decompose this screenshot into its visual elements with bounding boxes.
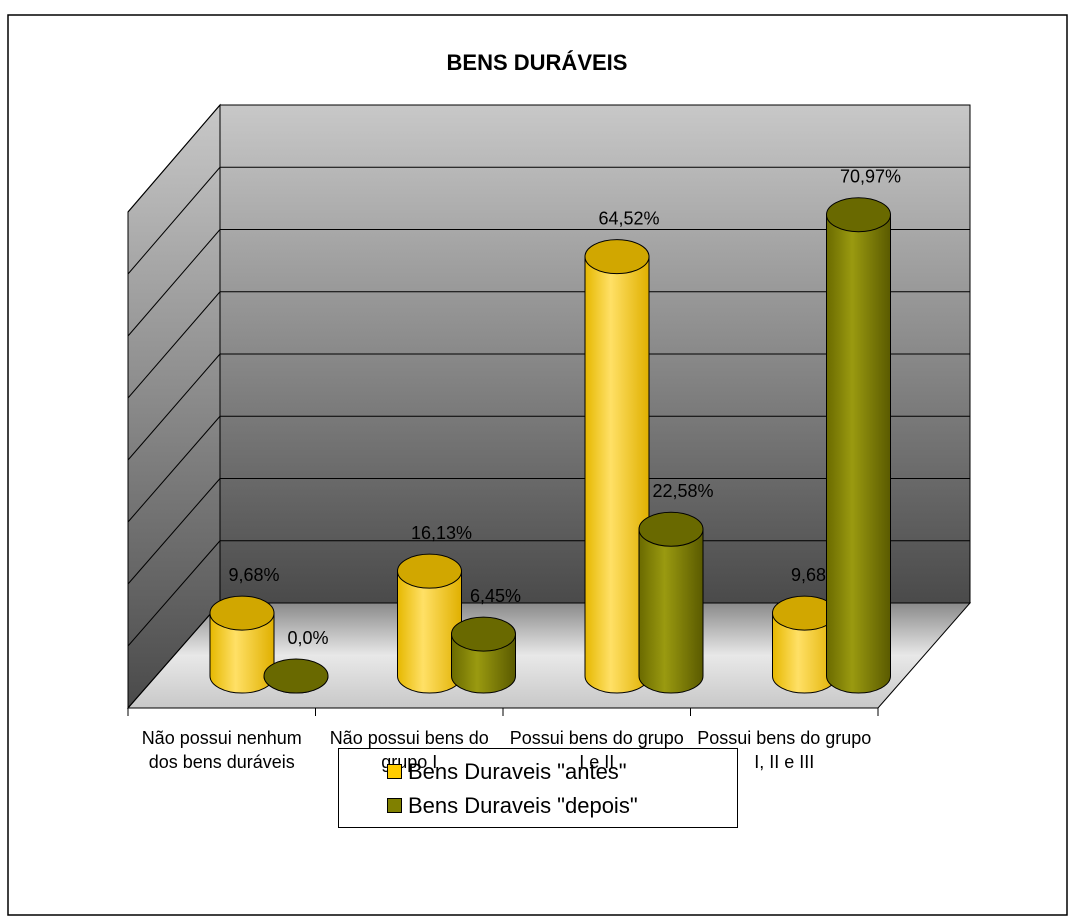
grid-line-side [127, 540, 221, 647]
bar-top [397, 553, 462, 589]
legend-swatch [387, 764, 402, 779]
grid-line-side [127, 229, 221, 337]
chart-title: BENS DURÁVEIS [447, 50, 628, 75]
bar-top [263, 658, 329, 694]
legend-swatch [387, 798, 402, 813]
legend-item: Bens Duraveis "depois" [387, 789, 737, 823]
value-label: 70,97% [840, 167, 901, 187]
bar-top [209, 595, 275, 631]
grid-line-side [127, 602, 221, 709]
grid-line-side [127, 104, 221, 213]
grid-line-side [127, 353, 221, 461]
grid-line-side [127, 291, 221, 399]
x-tick-label: Não possui nenhum dos bens duráveis [141, 728, 302, 772]
frame [7, 14, 1068, 916]
legend-item: Bens Duraveis "antes" [387, 755, 737, 789]
bar-top [584, 239, 650, 275]
legend-label: Bens Duraveis "antes" [408, 759, 627, 784]
bar-top [638, 511, 704, 547]
bar [638, 528, 704, 694]
value-label: 0,0% [287, 628, 328, 648]
bar [826, 214, 891, 694]
value-label: 6,45% [470, 586, 521, 606]
value-label: 22,58% [652, 481, 713, 501]
bar-top [826, 197, 891, 233]
value-label: 16,13% [411, 523, 472, 543]
bar-top [451, 616, 516, 652]
grid-line-side [127, 478, 221, 585]
legend: Bens Duraveis "antes" Bens Duraveis "depo… [338, 748, 738, 828]
x-tick-label: Possui bens do grupo I, II e III [697, 728, 872, 772]
x-tick-label: Possui bens do grupo I e II [509, 728, 684, 772]
grid-line-side [127, 166, 221, 275]
grid-line-side [127, 415, 221, 523]
value-label: 64,52% [598, 209, 659, 229]
value-label: 9,68% [228, 565, 279, 585]
legend-label: Bens Duraveis "depois" [408, 793, 638, 818]
